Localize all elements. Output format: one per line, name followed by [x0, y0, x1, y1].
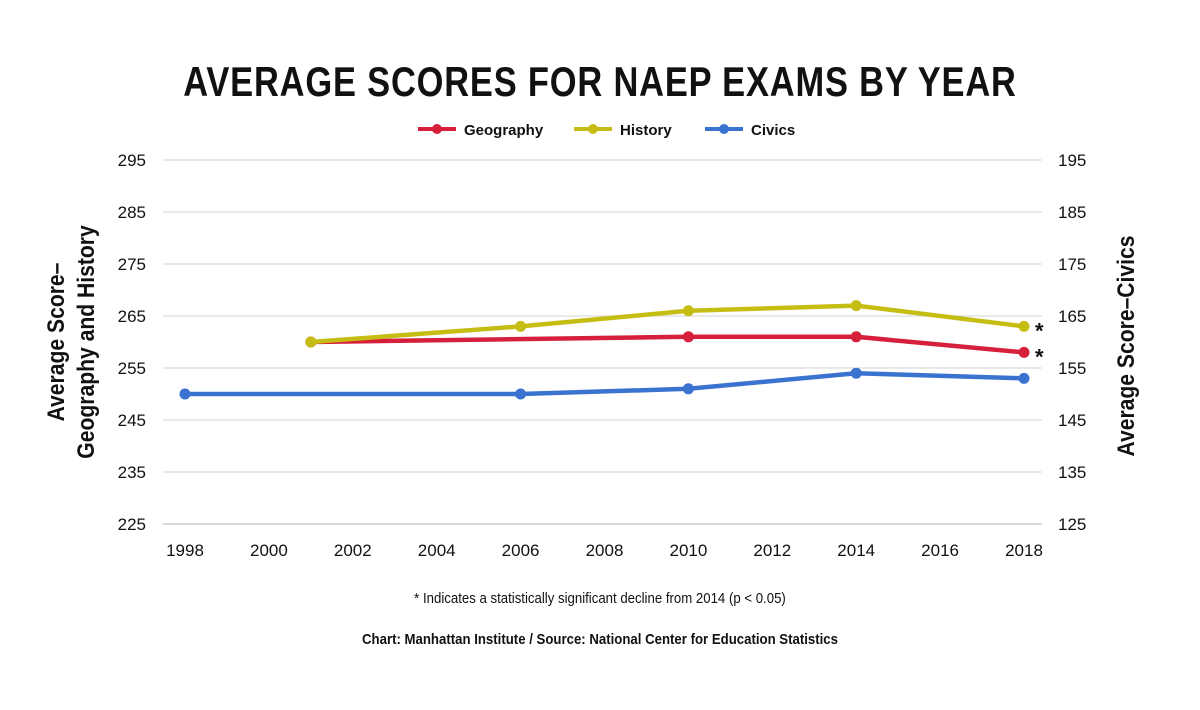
right-tick-label: 185 — [1058, 203, 1086, 222]
geography-point — [850, 331, 862, 343]
history-point — [305, 336, 317, 348]
x-tick-label: 2010 — [669, 541, 707, 560]
legend-marker — [719, 124, 729, 134]
legend-marker — [588, 124, 598, 134]
civics-point — [179, 388, 191, 400]
legend-label: Geography — [464, 122, 544, 139]
right-tick-label: 175 — [1058, 255, 1086, 274]
right-tick-label: 125 — [1058, 515, 1086, 534]
source-credit: Chart: Manhattan Institute / Source: Nat… — [362, 631, 838, 648]
civics-point — [682, 383, 694, 395]
gridlines — [163, 159, 1042, 525]
chart-title: AVERAGE SCORES FOR NAEP EXAMS BY YEAR — [183, 58, 1017, 105]
history-point — [1018, 320, 1030, 332]
x-tick-label: 2016 — [921, 541, 959, 560]
left-axis-title-line: Geography and History — [73, 225, 100, 459]
right-axis-ticks: 125 135 145 155 165 175 185 195 — [1058, 151, 1086, 534]
left-axis-title-line: Average Score– — [43, 263, 70, 422]
x-tick-label: 2012 — [753, 541, 791, 560]
left-axis-ticks: 225 235 245 255 265 275 285 295 — [118, 151, 146, 534]
right-tick-label: 155 — [1058, 359, 1086, 378]
right-tick-label: 135 — [1058, 463, 1086, 482]
history-point — [515, 320, 527, 332]
right-tick-label: 165 — [1058, 307, 1086, 326]
left-tick-label: 235 — [118, 463, 146, 482]
legend-marker — [432, 124, 442, 134]
right-tick-label: 145 — [1058, 411, 1086, 430]
x-tick-label: 2014 — [837, 541, 875, 560]
x-tick-label: 2000 — [250, 541, 288, 560]
x-tick-label: 2008 — [586, 541, 624, 560]
left-tick-label: 275 — [118, 255, 146, 274]
civics-point — [1018, 372, 1030, 384]
right-tick-label: 195 — [1058, 151, 1086, 170]
left-tick-label: 265 — [118, 307, 146, 326]
history-point — [850, 300, 862, 312]
history-significance-mark: * — [1035, 318, 1044, 343]
left-tick-label: 245 — [118, 411, 146, 430]
civics-line — [182, 370, 1027, 397]
left-tick-label: 285 — [118, 203, 146, 222]
geography-point — [1018, 346, 1030, 358]
axis-titles: Average Score– Geography and History Avera… — [43, 225, 1140, 459]
left-tick-label: 225 — [118, 515, 146, 534]
right-axis-title: Average Score–Civics — [1113, 236, 1140, 457]
geography-line — [308, 334, 1027, 355]
legend: Geography History Civics — [418, 122, 795, 139]
civics-point — [515, 388, 527, 400]
legend-label: Civics — [751, 122, 795, 139]
x-tick-label: 2006 — [502, 541, 540, 560]
left-tick-label: 295 — [118, 151, 146, 170]
left-tick-label: 255 — [118, 359, 146, 378]
x-axis-ticks: 1998 2000 2002 2004 2006 2008 2010 2012 2014 2016… — [166, 541, 1043, 560]
x-tick-label: 2018 — [1005, 541, 1043, 560]
left-axis-title: Average Score– Geography and History — [43, 225, 100, 459]
history-point — [682, 305, 694, 317]
x-tick-label: 1998 — [166, 541, 204, 560]
x-tick-label: 2004 — [418, 541, 456, 560]
geography-significance-mark: * — [1035, 344, 1044, 369]
legend-label: History — [620, 122, 672, 139]
geography-point — [682, 331, 694, 343]
x-tick-label: 2002 — [334, 541, 372, 560]
footnote: * Indicates a statistically significant … — [414, 590, 786, 607]
series-lines: ** — [179, 300, 1044, 400]
civics-point — [850, 367, 862, 379]
